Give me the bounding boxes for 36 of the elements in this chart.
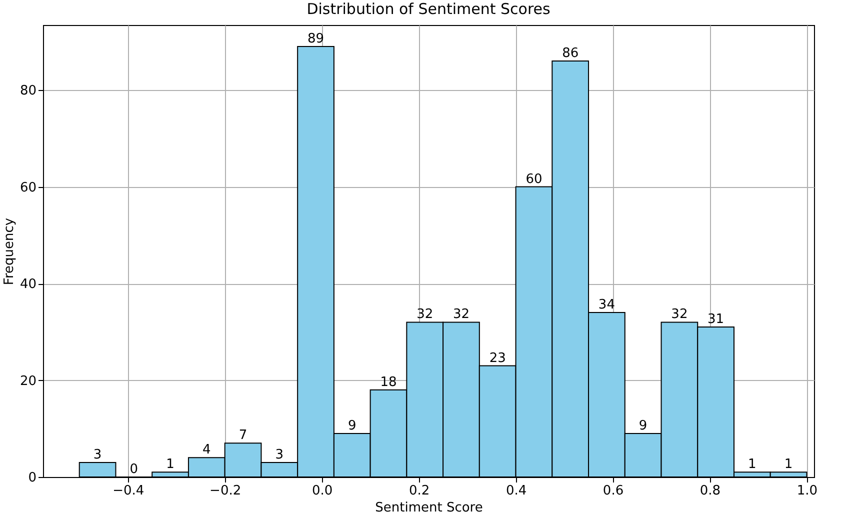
data-label: 3 [275,447,284,462]
data-label: 1 [166,457,174,472]
data-label: 0 [130,462,138,477]
data-label: 18 [380,374,397,390]
data-label: 31 [708,312,724,328]
data-label: 9 [348,418,356,434]
data-label: 89 [307,32,324,47]
y-tick-label: 40 [20,277,36,292]
data-label: 1 [748,457,756,472]
data-label: 1 [784,457,793,472]
y-axis-title: Frequency [2,218,17,286]
x-tick-label: 1.0 [796,484,818,498]
y-tick-label: 20 [20,374,36,389]
x-tick-label: −0.2 [210,484,242,498]
y-tick-label: 60 [20,180,36,196]
data-label: 86 [562,46,579,62]
x-axis-title: Sentiment Score [375,500,483,516]
y-tick-label: 0 [28,470,36,486]
chart-title: Distribution of Sentiment Scores [306,0,550,18]
data-label: 34 [598,298,615,313]
x-tick-label: 0.4 [506,484,527,498]
data-label: 4 [202,442,211,458]
x-tick-label: 0.6 [602,484,624,498]
data-label: 9 [638,418,648,434]
x-tick-label: 0.8 [700,484,721,498]
x-tick-label: 0.2 [408,484,430,498]
data-label: 32 [452,307,470,322]
data-label: 32 [671,307,688,322]
x-tick-label: −0.4 [112,484,144,498]
data-label: 32 [416,307,434,322]
data-label: 23 [489,350,506,366]
data-label: 7 [238,428,248,444]
y-tick-label: 80 [20,84,36,99]
data-label: 60 [526,172,542,187]
data-label: 3 [93,447,102,462]
x-tick-label: 0.0 [312,484,333,498]
